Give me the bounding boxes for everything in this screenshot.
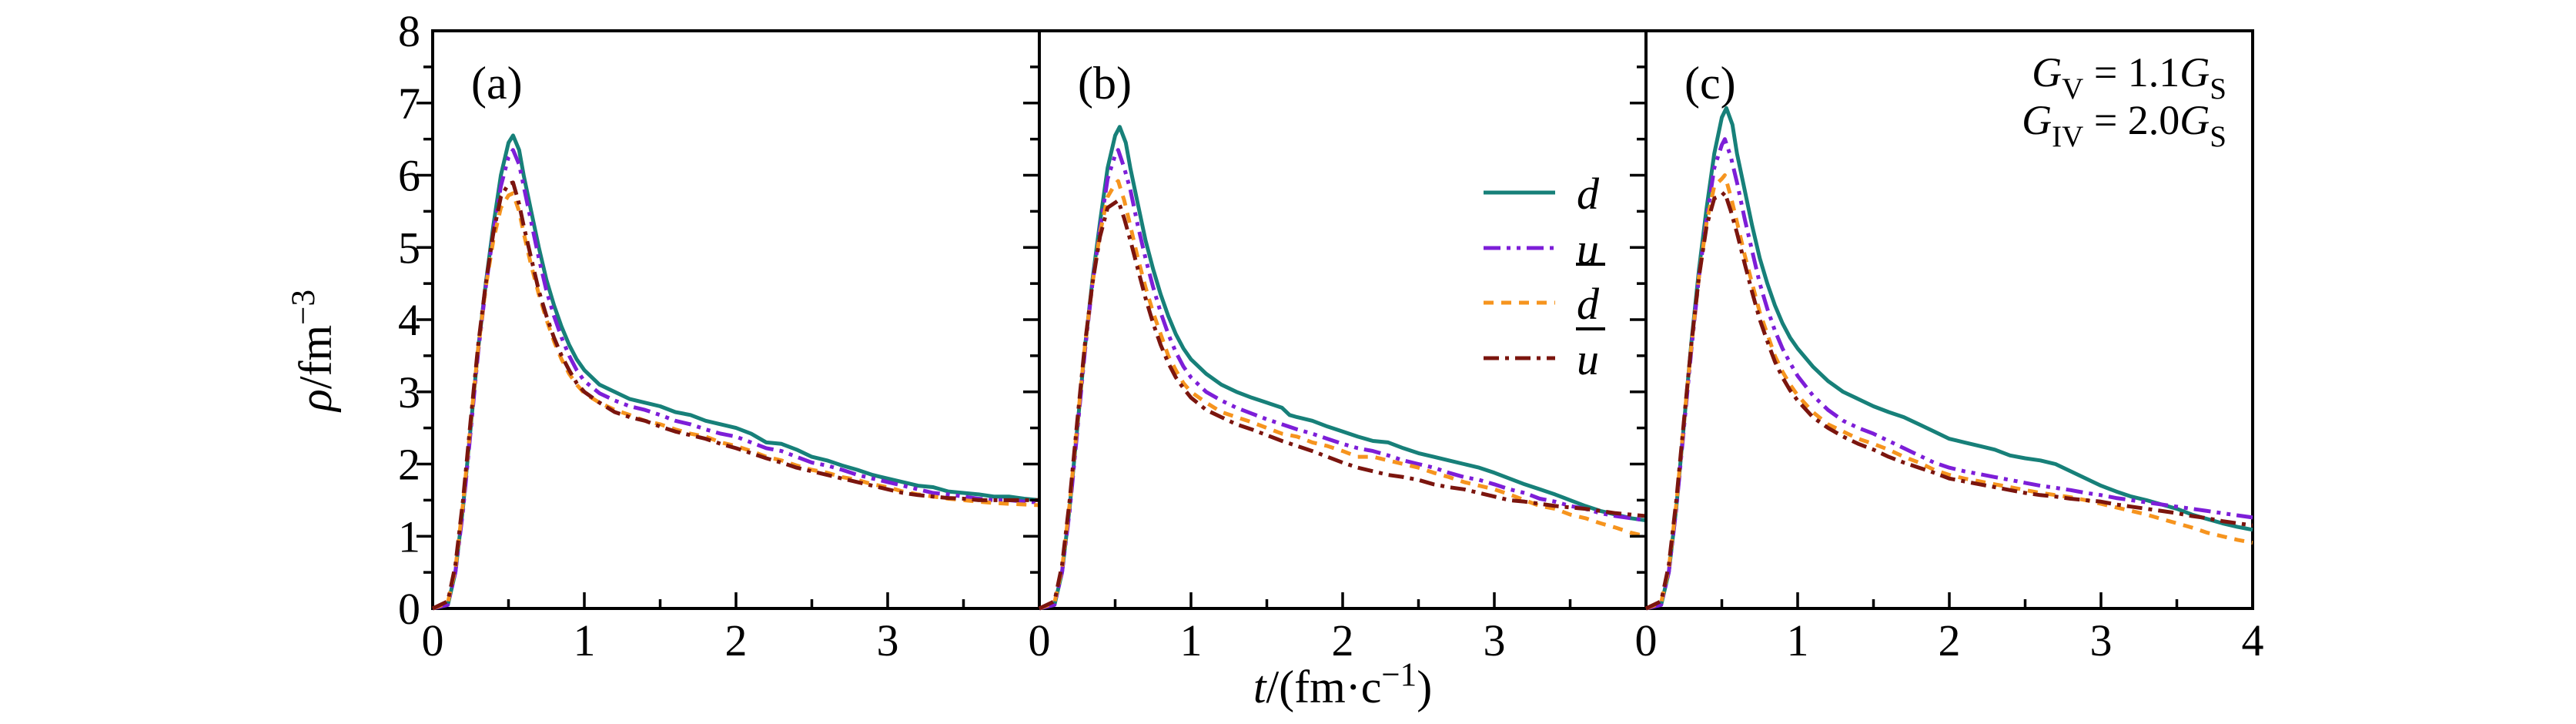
annotation-line-1-part: G [2032,49,2062,96]
y-axis-title-part: /fm [290,325,341,389]
curve-ubar-panel-c [1644,190,2253,611]
annotation-line-2-part: G [2180,97,2210,143]
annotation-line-2-part: S [2210,120,2226,153]
x-axis-title-part: ) [1417,662,1432,712]
y-tick-label: 2 [398,440,420,490]
x-axis-title-part: t [1253,662,1267,712]
y-tick-label: 7 [398,79,420,129]
annotation-line-1-part: S [2210,72,2226,106]
legend-label-u: u [1577,224,1599,274]
panel-label-a: (a) [471,58,523,109]
curve-d-panel-a [432,133,1040,611]
y-tick-label: 3 [398,367,420,417]
panel-label-b: (b) [1078,58,1132,109]
annotation-line-1-part: = 1.1 [2083,49,2180,96]
x-tick-label: 3 [2090,615,2113,665]
x-tick-label: 0 [422,615,444,665]
annotation-line-1: GV = 1.1GS [2032,49,2226,106]
legend-label-dbar: d [1577,279,1600,329]
annotation-line-1-part: G [2180,49,2210,96]
curve-ubar-panel-b [1038,198,1647,611]
x-tick-label: 3 [1484,615,1506,665]
x-tick-label: 3 [877,615,899,665]
x-axis-title: t/(fm·c−1) [1253,657,1432,712]
annotation-line-1-part: V [2062,72,2083,106]
panel-label-c: (c) [1684,58,1736,109]
x-tick-label: 2 [1939,615,1961,665]
x-tick-label: 1 [1180,615,1203,665]
panel-border-b [1038,29,1648,610]
x-tick-label: 0 [1635,615,1658,665]
y-tick-label: 8 [398,6,420,56]
curve-ubar-panel-a [431,180,1039,611]
panel-border-a [431,29,1041,610]
x-axis-title-part: −1 [1381,657,1417,693]
y-tick-label: 5 [398,223,420,273]
x-tick-label: 1 [1787,615,1809,665]
x-tick-label: 1 [574,615,596,665]
y-tick-label: 6 [398,151,420,201]
curve-d-panel-b [1039,125,1647,611]
curve-dbar-panel-a [432,191,1040,611]
curve-u-panel-c [1645,137,2253,611]
y-tick-label: 4 [398,295,420,345]
annotation-line-2-part: G [2022,97,2052,143]
legend-label-d: d [1577,169,1600,219]
annotation-line-2-part: = 2.0 [2083,97,2180,143]
y-tick-label: 1 [398,511,420,561]
x-tick-label: 0 [1029,615,1051,665]
curve-d-panel-c [1645,106,2253,611]
y-axis-title-part: ρ [290,389,341,413]
curve-dbar-panel-b [1039,179,1647,611]
annotation-line-2-part: IV [2052,120,2083,153]
x-axis-title-part: /(fm·c [1266,662,1382,712]
x-tick-label: 2 [1332,615,1354,665]
y-axis-title: ρ/fm−3 [286,290,341,413]
curve-u-panel-a [432,148,1040,611]
x-tick-label: 2 [725,615,748,665]
annotation-line-2: GIV = 2.0GS [2022,97,2226,153]
y-tick-label: 0 [398,584,420,634]
y-axis-title-part: −3 [286,290,322,325]
x-tick-label: 4 [2242,615,2264,665]
legend-label-ubar: u [1577,334,1599,384]
